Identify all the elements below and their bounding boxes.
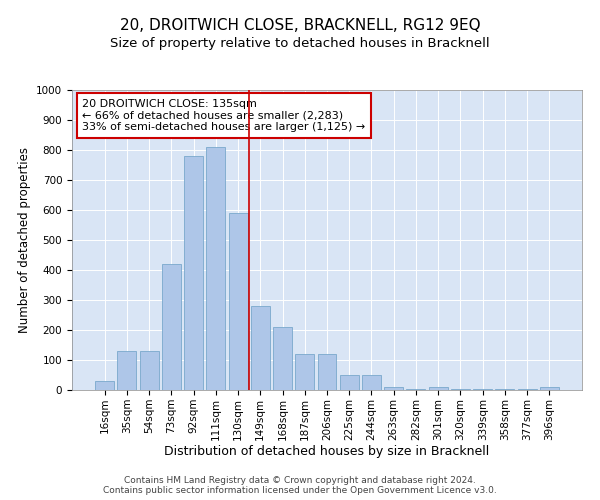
Bar <box>118 351 136 390</box>
Text: Size of property relative to detached houses in Bracknell: Size of property relative to detached ho… <box>110 38 490 51</box>
Bar <box>95 381 114 390</box>
Text: Contains HM Land Registry data © Crown copyright and database right 2024.
Contai: Contains HM Land Registry data © Crown c… <box>103 476 497 495</box>
Bar <box>362 375 381 390</box>
Bar <box>340 375 359 390</box>
Bar <box>429 387 448 390</box>
Text: 20 DROITWICH CLOSE: 135sqm
← 66% of detached houses are smaller (2,283)
33% of s: 20 DROITWICH CLOSE: 135sqm ← 66% of deta… <box>82 99 365 132</box>
Bar <box>384 387 403 390</box>
Bar <box>317 354 337 390</box>
X-axis label: Distribution of detached houses by size in Bracknell: Distribution of detached houses by size … <box>164 446 490 458</box>
Y-axis label: Number of detached properties: Number of detached properties <box>17 147 31 333</box>
Bar <box>273 327 292 390</box>
Text: 20, DROITWICH CLOSE, BRACKNELL, RG12 9EQ: 20, DROITWICH CLOSE, BRACKNELL, RG12 9EQ <box>119 18 481 32</box>
Bar <box>251 306 270 390</box>
Bar <box>229 213 248 390</box>
Bar <box>140 351 158 390</box>
Bar <box>184 156 203 390</box>
Bar <box>295 354 314 390</box>
Bar <box>540 387 559 390</box>
Bar <box>162 264 181 390</box>
Bar <box>206 147 225 390</box>
